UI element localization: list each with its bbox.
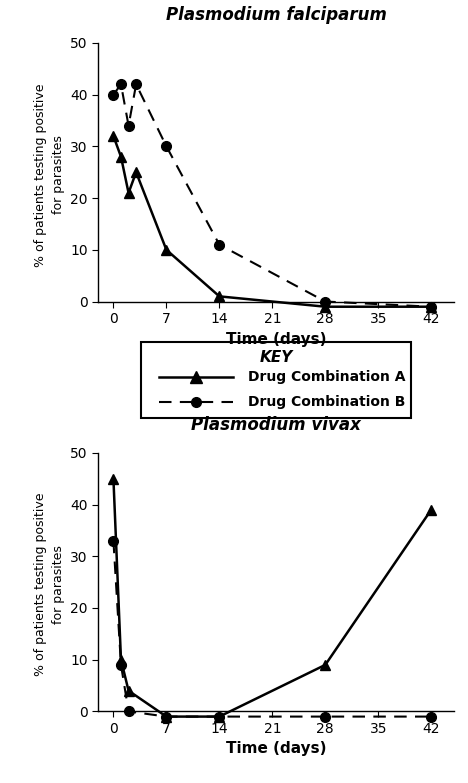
Text: Drug Combination B: Drug Combination B [248, 395, 405, 409]
X-axis label: Time (days): Time (days) [226, 742, 326, 756]
Text: KEY: KEY [259, 350, 293, 366]
X-axis label: Time (days): Time (days) [226, 331, 326, 347]
Y-axis label: % of patients testing positive
for parasites: % of patients testing positive for paras… [34, 493, 65, 677]
Text: Drug Combination A: Drug Combination A [248, 370, 405, 384]
Title: Plasmodium falciparum: Plasmodium falciparum [166, 6, 387, 24]
Title: Plasmodium vivax: Plasmodium vivax [191, 417, 361, 435]
Y-axis label: % of patients testing positive
for parasites: % of patients testing positive for paras… [34, 83, 65, 266]
